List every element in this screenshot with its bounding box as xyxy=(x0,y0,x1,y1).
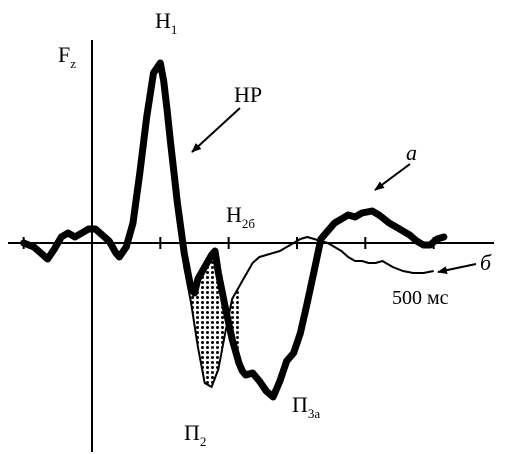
y-axis-label: Fz xyxy=(58,42,76,71)
curve-a-arrow xyxy=(374,163,411,191)
peak-label-n2b: Н2б xyxy=(226,202,255,231)
curve-b-arrow xyxy=(437,263,477,275)
nr-arrow xyxy=(191,107,241,153)
peak-label-p2: П2 xyxy=(184,420,206,449)
curve-label-a: а xyxy=(406,140,417,165)
curve-a-line xyxy=(20,59,448,401)
peak-label-p3a: П3а xyxy=(292,392,320,421)
curve-label-b: б xyxy=(480,250,492,275)
nr-difference-area xyxy=(160,63,239,387)
time-scale-label: 500 мс xyxy=(392,287,449,309)
peak-label-nr: НР xyxy=(234,82,262,107)
peak-label-n1: Н1 xyxy=(155,8,177,37)
